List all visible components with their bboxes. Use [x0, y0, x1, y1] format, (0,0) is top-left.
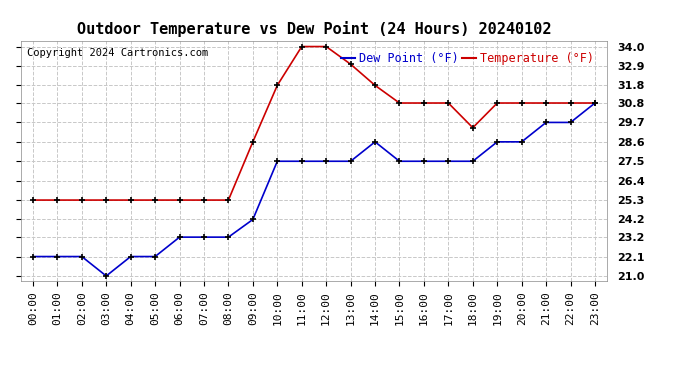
- Title: Outdoor Temperature vs Dew Point (24 Hours) 20240102: Outdoor Temperature vs Dew Point (24 Hou…: [77, 21, 551, 37]
- Text: Copyright 2024 Cartronics.com: Copyright 2024 Cartronics.com: [26, 48, 208, 58]
- Legend: Dew Point (°F), Temperature (°F): Dew Point (°F), Temperature (°F): [336, 47, 598, 70]
